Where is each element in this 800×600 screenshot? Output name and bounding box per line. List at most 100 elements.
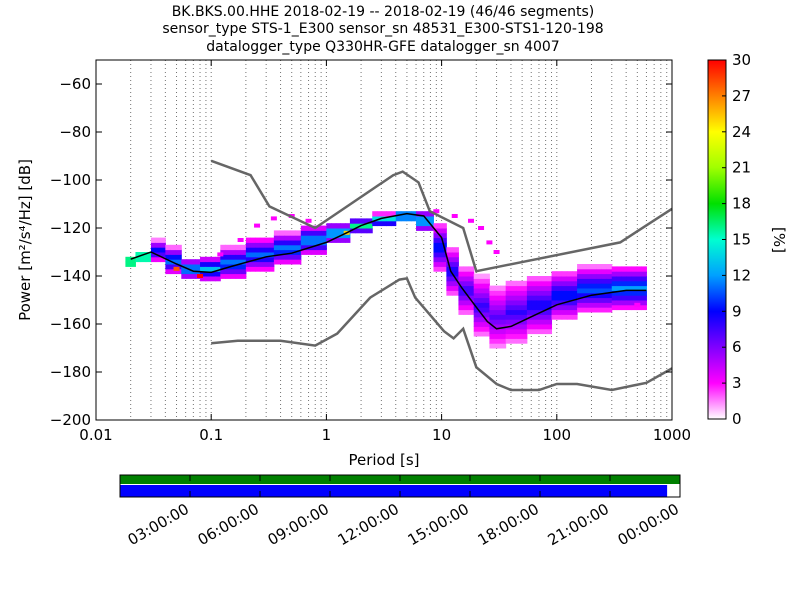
pdf-cell — [531, 319, 538, 325]
pdf-cell — [463, 266, 470, 272]
pdf-cell — [582, 307, 588, 313]
pdf-cell — [433, 223, 439, 229]
pdf-cell — [566, 285, 573, 291]
pdf-cell — [494, 338, 501, 344]
pdf-cell — [521, 285, 528, 291]
pdf-cell — [631, 285, 638, 291]
pdf-cell — [264, 242, 270, 248]
pdf-cell — [577, 283, 583, 289]
pdf-cell — [516, 338, 523, 344]
pdf-cell — [636, 285, 642, 291]
pdf-cell — [437, 237, 443, 243]
pdf-cell — [510, 314, 517, 320]
pdf-cell — [516, 324, 523, 330]
pdf-cell — [130, 261, 136, 267]
pdf-cell — [125, 256, 131, 263]
pdf-cell — [489, 319, 496, 325]
pdf-cell — [273, 240, 280, 246]
pdf-cell — [349, 223, 356, 229]
pdf-cell — [259, 247, 266, 253]
pdf-cell — [463, 309, 470, 315]
pdf-cell — [284, 254, 291, 260]
pdf-cell — [521, 295, 528, 301]
pdf-cell — [636, 280, 642, 287]
pdf-cell — [611, 304, 618, 311]
title-line-1: BK.BKS.00.HHE 2018-02-19 -- 2018-02-19 (… — [172, 4, 595, 20]
pdf-cell — [494, 343, 501, 349]
pdf-cell — [577, 288, 583, 294]
pdf-cell — [442, 237, 447, 243]
pdf-cell — [621, 304, 628, 311]
pdf-cell — [526, 295, 533, 301]
pdf-cell — [245, 256, 252, 263]
pdf-cell — [510, 338, 517, 344]
pdf-cell — [240, 244, 247, 251]
pdf-cell — [225, 259, 232, 265]
pdf-cell — [279, 235, 286, 241]
pdf-cell — [235, 244, 242, 251]
pdf-cell — [586, 278, 593, 284]
pdf-cell — [200, 271, 206, 277]
title-line-2: sensor_type STS-1_E300 sensor_sn 48531_E… — [162, 21, 603, 37]
pdf-cell — [220, 273, 226, 279]
pdf-cell — [255, 266, 261, 272]
pdf-cell — [510, 324, 517, 330]
pdf-cell — [185, 264, 192, 270]
pdf-cell — [200, 266, 206, 272]
pdf-cell — [546, 324, 553, 330]
pdf-cell — [551, 285, 558, 291]
pdf-cell — [636, 271, 642, 277]
pdf-cell — [451, 214, 458, 218]
pdf-cell — [205, 266, 211, 272]
pdf-cell — [489, 338, 496, 344]
pdf-cell — [284, 259, 291, 265]
pdf-cell — [416, 220, 423, 227]
pdf-cell — [279, 230, 286, 236]
pdf-cell — [269, 252, 275, 258]
pdf-cell — [541, 304, 548, 311]
pdf-cell — [210, 266, 216, 272]
pdf-cell — [526, 285, 533, 291]
pdf-cell — [596, 297, 603, 303]
pdf-cell — [611, 266, 618, 272]
x-tick-label: 10 — [432, 426, 451, 444]
y-tick-label: −120 — [50, 219, 91, 237]
pdf-cell — [240, 273, 247, 279]
pdf-cell — [505, 309, 512, 315]
pdf-cell — [484, 297, 490, 303]
pdf-cell — [516, 280, 523, 287]
pdf-cell — [586, 302, 593, 308]
pdf-cell — [160, 242, 166, 248]
pdf-cell — [510, 300, 517, 306]
pdf-cell — [505, 319, 512, 325]
pdf-cell — [596, 278, 603, 284]
pdf-cell — [531, 300, 538, 306]
pdf-cell — [616, 295, 623, 301]
pdf-cell — [478, 283, 485, 289]
pdf-cell — [290, 244, 296, 251]
pdf-cell — [577, 278, 583, 284]
pdf-cell — [458, 309, 465, 315]
pdf-cell — [381, 216, 387, 222]
pdf-cell — [468, 304, 475, 311]
pdf-cell — [175, 249, 182, 255]
pdf-cell — [452, 271, 459, 277]
pdf-cell — [250, 247, 256, 253]
pdf-cell — [295, 230, 302, 236]
pdf-cell — [494, 324, 501, 330]
pdf-cell — [510, 309, 517, 315]
pdf-cell — [571, 280, 578, 287]
pdf-cell — [381, 220, 387, 227]
pdf-cell — [220, 264, 226, 270]
pdf-cell — [273, 254, 280, 260]
pdf-cell — [473, 292, 480, 299]
pdf-cell — [245, 266, 252, 272]
pdf-cell — [345, 228, 351, 234]
pdf-cell — [200, 256, 206, 263]
pdf-cell — [468, 271, 475, 277]
pdf-cell — [240, 264, 247, 270]
pdf-cell — [478, 273, 485, 279]
pdf-cell — [500, 338, 507, 344]
pdf-cell — [566, 280, 573, 287]
pdf-cell — [259, 266, 266, 272]
